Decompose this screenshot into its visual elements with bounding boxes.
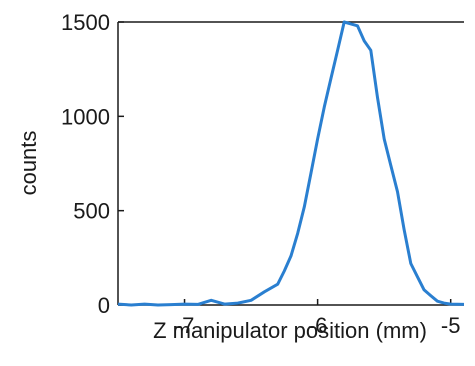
x-tick-label: -7 (175, 313, 195, 338)
y-tick-label: 1000 (61, 104, 110, 129)
x-tick-label: -5 (441, 313, 461, 338)
x-axis-label: Z manipulator position (mm) (153, 318, 427, 343)
y-axis-label: counts (16, 131, 41, 196)
y-tick-label: 0 (98, 293, 110, 318)
x-tick-label: -6 (308, 313, 328, 338)
y-tick-label: 1500 (61, 10, 110, 35)
y-tick-label: 500 (73, 199, 110, 224)
series-line-0 (117, 20, 465, 307)
